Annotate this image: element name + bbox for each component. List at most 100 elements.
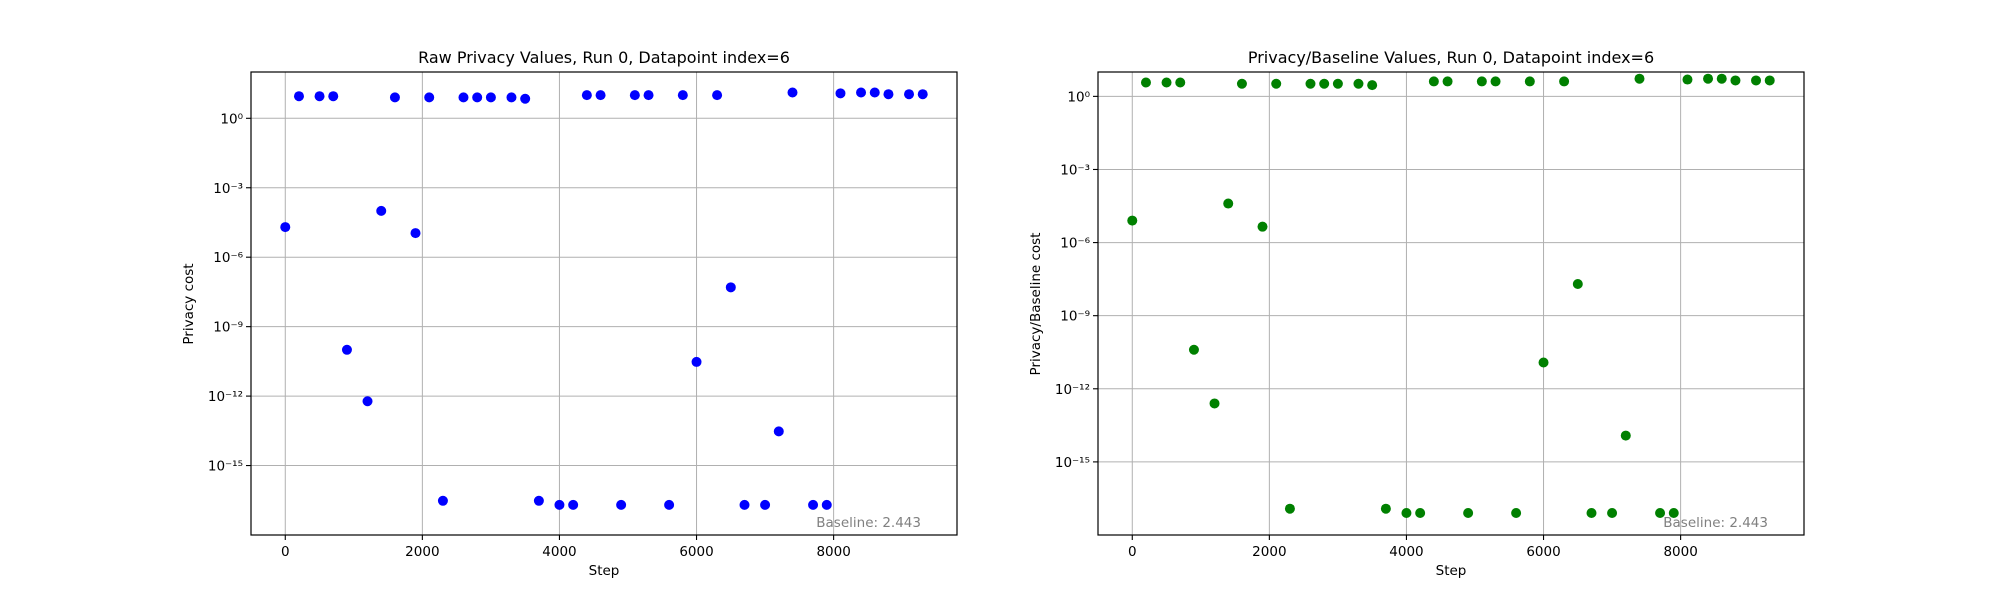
data-point [883, 89, 894, 100]
y-tick-label: 10⁻³ [1060, 162, 1090, 178]
data-point [1490, 76, 1501, 87]
data-point [1586, 507, 1597, 518]
data-point [568, 499, 579, 510]
data-point [856, 87, 867, 98]
x-tick-label: 6000 [1526, 544, 1560, 560]
data-point [581, 90, 592, 101]
data-point [677, 90, 688, 101]
data-point [821, 499, 832, 510]
data-point [506, 92, 517, 103]
data-point [328, 91, 339, 102]
data-point [1175, 77, 1186, 88]
data-point [1572, 278, 1583, 289]
data-point [1538, 357, 1549, 368]
y-tick-label: 10⁻⁹ [213, 320, 243, 336]
data-point [1682, 74, 1693, 85]
data-point [1751, 75, 1762, 86]
data-point [835, 88, 846, 99]
y-axis-label: Privacy cost [181, 263, 197, 344]
data-point [554, 499, 565, 510]
x-tick-label: 4000 [1389, 544, 1423, 560]
y-tick-label: 10⁻⁶ [1060, 236, 1090, 252]
data-point [1284, 503, 1295, 514]
data-point [595, 90, 606, 101]
data-point [520, 93, 531, 104]
data-point [472, 92, 483, 103]
y-tick-label: 10⁻⁶ [213, 250, 243, 266]
data-point [1559, 76, 1570, 87]
data-point [664, 499, 675, 510]
y-tick-label: 10⁻³ [213, 181, 243, 197]
chart-title: Privacy/Baseline Values, Run 0, Datapoin… [1248, 48, 1654, 67]
data-point [1257, 221, 1268, 232]
data-point [293, 91, 304, 102]
data-point [1476, 76, 1487, 87]
data-point [376, 205, 387, 216]
data-point [917, 89, 928, 100]
grid-lines [1098, 72, 1804, 535]
data-point [904, 89, 915, 100]
axis-ticks: 0 2000 4000 6000 8000 10⁻¹⁵ 10⁻¹² 10⁻⁹ 10⁻⁶ 10⁻³ 1… [208, 111, 851, 560]
y-tick-label: 10⁻¹² [208, 389, 243, 405]
data-point [1236, 78, 1247, 89]
data-point [773, 426, 784, 437]
data-point [1442, 76, 1453, 87]
data-point [1703, 73, 1714, 84]
data-point [458, 92, 469, 103]
x-tick-label: 0 [281, 544, 290, 560]
plot-frame [1097, 71, 1805, 536]
y-tick-label: 10⁻⁹ [1060, 309, 1090, 325]
data-point [1127, 215, 1138, 226]
data-point [280, 222, 291, 233]
x-tick-label: 2000 [1252, 544, 1286, 560]
y-tick-label: 10⁰ [220, 111, 243, 127]
data-point [341, 344, 352, 355]
data-point [616, 499, 627, 510]
x-tick-label: 2000 [405, 544, 439, 560]
data-point [760, 499, 771, 510]
data-point [1415, 507, 1426, 518]
data-point [1524, 76, 1535, 87]
y-tick-label: 10⁻¹⁵ [1055, 455, 1090, 471]
data-point [362, 396, 373, 407]
data-point [1353, 78, 1364, 89]
data-point [1161, 77, 1172, 88]
data-point [1367, 80, 1378, 91]
data-point [808, 499, 819, 510]
data-point [869, 87, 880, 98]
baseline-annotation: Baseline: 2.443 [816, 515, 921, 531]
y-tick-label: 10⁰ [1067, 89, 1090, 105]
data-point [1319, 78, 1330, 89]
data-point [1620, 430, 1631, 441]
plot-frame [250, 71, 958, 536]
x-tick-label: 8000 [1663, 544, 1697, 560]
data-point [410, 228, 421, 239]
data-point [1332, 78, 1343, 89]
data-point [1401, 507, 1412, 518]
x-tick-label: 4000 [542, 544, 576, 560]
data-point [1223, 198, 1234, 209]
y-axis-label: Privacy/Baseline cost [1028, 233, 1044, 376]
data-point [1271, 78, 1282, 89]
chart-title: Raw Privacy Values, Run 0, Datapoint ind… [418, 48, 790, 67]
data-point [1380, 503, 1391, 514]
data-point [712, 90, 723, 101]
data-point [1716, 73, 1727, 84]
data-points [1127, 73, 1775, 518]
data-point [1730, 75, 1741, 86]
data-point [1655, 507, 1666, 518]
data-point [533, 495, 544, 506]
data-point [691, 356, 702, 367]
data-point [1607, 507, 1618, 518]
y-tick-label: 10⁻¹⁵ [208, 459, 243, 475]
data-point [1428, 76, 1439, 87]
data-point [725, 282, 736, 293]
x-tick-label: 8000 [816, 544, 850, 560]
data-point [485, 92, 496, 103]
data-point [739, 499, 750, 510]
y-tick-label: 10⁻¹² [1055, 382, 1090, 398]
data-point [1188, 344, 1199, 355]
data-point [1140, 77, 1151, 88]
data-point [629, 90, 640, 101]
